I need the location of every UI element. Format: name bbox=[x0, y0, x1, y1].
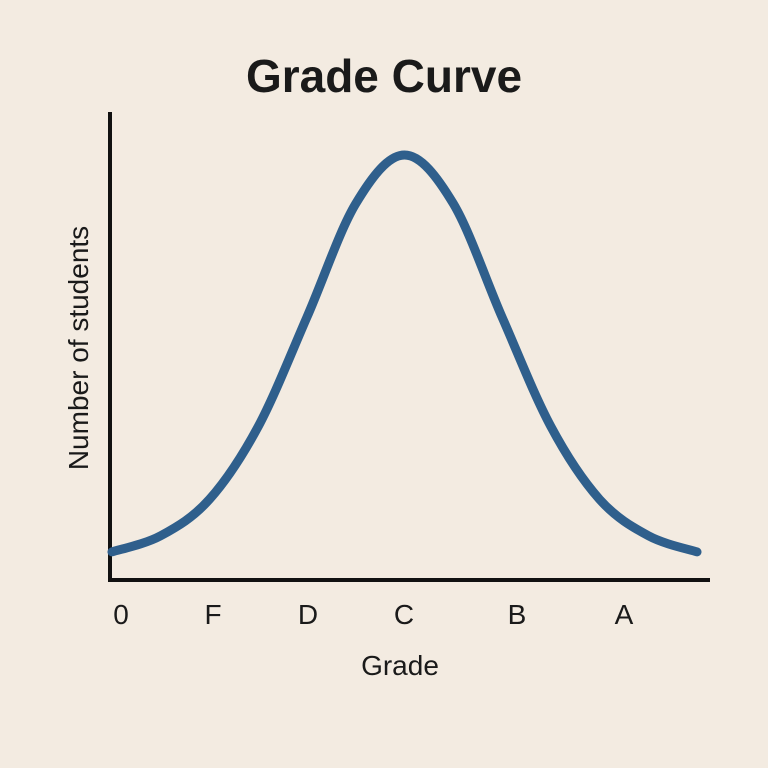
x-tick-label: F bbox=[204, 599, 221, 630]
x-tick-labels: 0 F D C B A bbox=[113, 599, 633, 630]
x-tick-label: A bbox=[615, 599, 634, 630]
chart-title: Grade Curve bbox=[246, 50, 522, 102]
y-axis-label: Number of students bbox=[63, 226, 94, 470]
series-line bbox=[107, 150, 702, 557]
x-tick-label: B bbox=[508, 599, 527, 630]
x-axis-label: Grade bbox=[361, 650, 439, 681]
x-tick-label: 0 bbox=[113, 599, 129, 630]
x-tick-label: D bbox=[298, 599, 318, 630]
x-tick-label: C bbox=[394, 599, 414, 630]
